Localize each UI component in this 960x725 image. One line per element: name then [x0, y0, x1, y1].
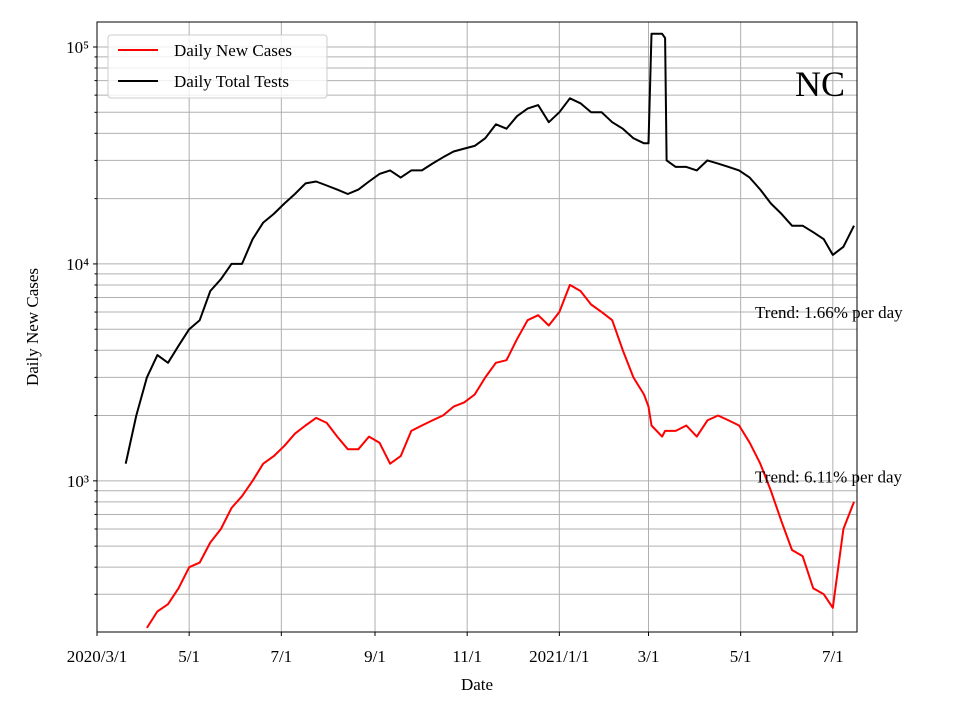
y-tick-label: 10⁵	[66, 38, 89, 57]
x-tick-label: 3/1	[638, 647, 660, 666]
grid	[96, 22, 857, 632]
trend-label: Trend: 6.11% per day	[755, 467, 902, 486]
x-tick-label: 5/1	[730, 647, 752, 666]
legend: Daily New Cases Daily Total Tests	[107, 34, 328, 99]
x-tick-label: 5/1	[178, 647, 200, 666]
ticks: 10³ 10⁴ 10⁵ 2020/3/1 5/1 7/1 9/1 11/1 2021/1/1 3/…	[66, 38, 844, 666]
state-label: NC	[795, 64, 845, 104]
plot-frame	[96, 21, 858, 633]
legend-label: Daily Total Tests	[174, 72, 289, 91]
legend-label: Daily New Cases	[174, 41, 292, 60]
series-line	[124, 32, 855, 464]
lines	[124, 32, 855, 629]
y-tick-label: 10³	[67, 472, 89, 491]
trend-label: Trend: 1.66% per day	[755, 303, 903, 322]
y-axis-label: Daily New Cases	[23, 268, 42, 386]
x-tick-label: 11/1	[452, 647, 482, 666]
x-tick-label: 7/1	[822, 647, 844, 666]
x-tick-label: 2021/1/1	[529, 647, 589, 666]
x-tick-label: 2020/3/1	[67, 647, 127, 666]
series-line	[146, 283, 855, 629]
x-tick-label: 9/1	[364, 647, 386, 666]
x-axis-label: Date	[461, 675, 493, 694]
x-tick-label: 7/1	[270, 647, 292, 666]
y-tick-label: 10⁴	[66, 255, 89, 274]
legend-box	[107, 34, 328, 99]
